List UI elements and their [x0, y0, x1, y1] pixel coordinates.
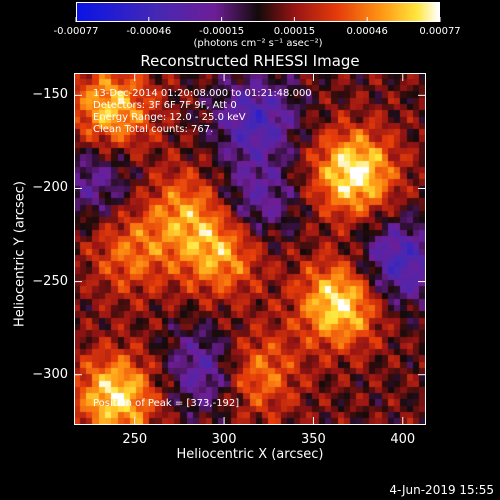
time-range-text: 13-Dec-2014 01:20:08.000 to 01:21:48.000 — [93, 88, 312, 99]
x-tick-label: 300 — [211, 432, 237, 447]
plot-frame — [74, 73, 426, 425]
colorbar-label: (photons cm⁻² s⁻¹ asec⁻²) — [193, 38, 323, 49]
energy-range-text: Energy Range: 12.0 - 25.0 keV — [93, 112, 246, 123]
colorbar-tick-label: -0.00046 — [126, 26, 172, 37]
detectors-text: Detectors: 3F 6F 7F 9F, Att 0 — [93, 100, 237, 111]
clean-counts-text: Clean Total counts: 767. — [93, 124, 214, 135]
colorbar-tick-label: -0.00077 — [53, 26, 99, 37]
colorbar-tick-label: 0.00077 — [419, 26, 461, 37]
y-tick-label: −250 — [32, 273, 68, 289]
rhessi-image — [74, 73, 426, 425]
y-tick-label: −300 — [32, 366, 68, 382]
colorbar-tick-label: 0.00046 — [346, 26, 388, 37]
y-tick-label: −150 — [32, 87, 68, 103]
y-axis-label: Heliocentric Y (arcsec) — [12, 181, 28, 327]
timestamp: 4-Jun-2019 15:55 — [389, 483, 494, 497]
chart-title: Reconstructed RHESSI Image — [140, 52, 360, 70]
peak-position-text: Position of Peak = [373,-192] — [93, 398, 240, 409]
x-axis-label: Heliocentric X (arcsec) — [176, 447, 324, 462]
x-tick-label: 400 — [390, 432, 416, 447]
x-tick-label: 250 — [122, 432, 148, 447]
y-tick-label: −200 — [32, 180, 68, 196]
colorbar-tick-label: 0.00015 — [273, 26, 316, 37]
x-tick-label: 350 — [301, 432, 326, 447]
colorbar-tick-label: -0.00015 — [199, 26, 245, 37]
colorbar — [76, 2, 440, 22]
